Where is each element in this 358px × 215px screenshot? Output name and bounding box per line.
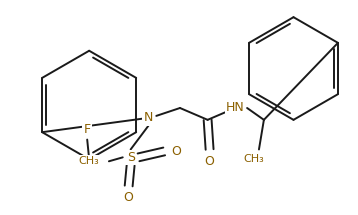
Text: CH₃: CH₃ [244,154,265,164]
Text: O: O [171,145,181,158]
Text: HN: HN [226,101,245,115]
Text: O: O [205,155,214,168]
Text: O: O [124,191,134,204]
Text: F: F [84,123,91,136]
Text: CH₃: CH₃ [79,156,100,166]
Text: S: S [127,151,135,164]
Text: N: N [144,111,153,124]
